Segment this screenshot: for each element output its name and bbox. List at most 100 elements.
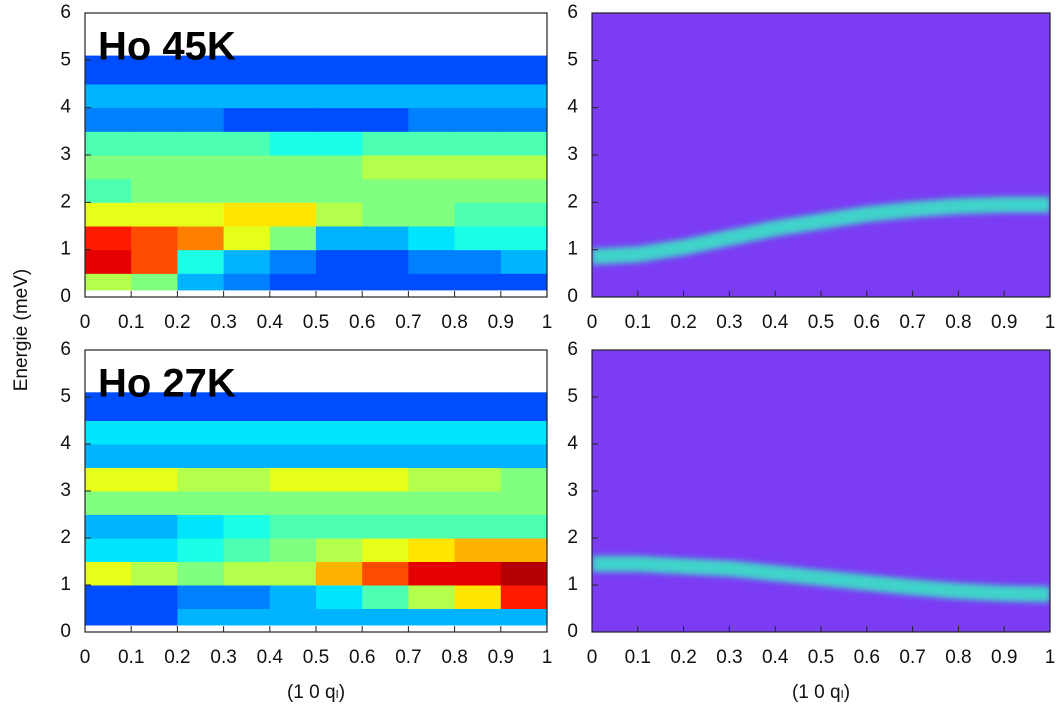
- x-tick-label: 0.4: [762, 647, 789, 668]
- y-tick-label: 1: [567, 239, 578, 260]
- heat-cell: [85, 444, 132, 468]
- heat-cell: [85, 585, 132, 609]
- heat-cell: [177, 585, 225, 609]
- heat-cell: [362, 178, 409, 203]
- heat-cell: [131, 226, 178, 251]
- heat-cell: [500, 444, 547, 468]
- heat-cell: [500, 491, 547, 515]
- heat-cell: [131, 392, 178, 421]
- x-tick-label: 0.5: [303, 312, 329, 333]
- heat-cell: [500, 608, 547, 626]
- x-tick-label: 1: [542, 647, 553, 668]
- heat-cell: [177, 538, 225, 562]
- heat-cell: [269, 392, 317, 421]
- heat-cell: [223, 131, 271, 156]
- x-tick-label: 0.3: [716, 647, 742, 668]
- heat-cell: [408, 585, 456, 609]
- heat-cell: [177, 131, 225, 156]
- x-tick-label: 0: [587, 647, 598, 668]
- heat-cell: [500, 178, 547, 203]
- heat-cell: [408, 420, 456, 445]
- heat-cell: [223, 202, 271, 227]
- x-tick-label: 0.4: [762, 312, 789, 333]
- x-tick-label: 0.1: [625, 312, 651, 333]
- heat-cell: [177, 107, 225, 132]
- heat-cell: [500, 392, 547, 421]
- y-tick-label: 4: [60, 433, 71, 454]
- heat-cell: [500, 131, 547, 156]
- heat-cell: [408, 107, 456, 132]
- heat-cell: [177, 420, 225, 445]
- y-tick-label: 6: [567, 2, 578, 23]
- heat-cell: [177, 561, 225, 586]
- heat-cell: [131, 155, 178, 180]
- heat-cell: [316, 467, 363, 492]
- heat-cell: [177, 226, 225, 251]
- panel: 0 0.1 0.2 0.3 0.4 0.5 0.6 0.7 0.8 0.9 1 0 1 2 3 4 5 6 Ho 2…: [60, 339, 552, 703]
- heat-cell: [454, 202, 502, 227]
- heat-cell: [85, 273, 132, 291]
- y-tick-label: 3: [60, 144, 71, 165]
- x-tick-label: 0.9: [991, 647, 1017, 668]
- heat-cell: [500, 107, 547, 132]
- heat-cell: [223, 107, 271, 132]
- heat-cell: [85, 202, 132, 227]
- heat-cell: [454, 273, 502, 291]
- y-tick-label: 6: [60, 339, 71, 360]
- heat-cell: [500, 84, 547, 109]
- x-tick-label: 1: [542, 312, 553, 333]
- heat-cell: [362, 55, 409, 85]
- heat-cell: [85, 491, 132, 515]
- x-tick-label: 0.9: [488, 647, 514, 668]
- heat-cell: [85, 608, 132, 626]
- heat-cell: [316, 561, 363, 586]
- y-tick-label: 4: [60, 97, 71, 118]
- heat-cell: [454, 538, 502, 562]
- heat-cell: [454, 514, 502, 539]
- heat-cell: [131, 420, 178, 445]
- heat-cell: [362, 392, 409, 421]
- heat-cell: [177, 178, 225, 203]
- heat-cell: [131, 131, 178, 156]
- panel: 0 0.1 0.2 0.3 0.4 0.5 0.6 0.7 0.8 0.9 1 0 1 2 3 4 5 6: [567, 2, 1055, 333]
- heat-cell: [269, 608, 317, 626]
- heat-cell: [269, 155, 317, 180]
- y-tick-label: 0: [567, 286, 578, 307]
- heat-cell: [500, 202, 547, 227]
- x-tick-label: 0.6: [349, 312, 375, 333]
- plot-area: [592, 379, 1050, 603]
- y-tick-label: 0: [60, 621, 71, 642]
- heat-cell: [362, 84, 409, 109]
- heat-cell: [177, 273, 225, 291]
- x-tick-label: 1: [1045, 647, 1056, 668]
- x-tick-label: 0.2: [164, 647, 190, 668]
- heat-cell: [362, 131, 409, 156]
- heat-cell: [454, 561, 502, 586]
- heat-cell: [316, 226, 363, 251]
- x-axis-label: (1 0 qₗ): [792, 682, 850, 703]
- heat-cell: [269, 467, 317, 492]
- heat-cell: [454, 392, 502, 421]
- x-tick-label: 0.9: [991, 312, 1017, 333]
- heat-cell: [269, 107, 317, 132]
- heat-cell: [362, 491, 409, 515]
- x-tick-label: 0.1: [118, 647, 144, 668]
- heat-cell: [408, 608, 456, 626]
- heat-cell: [454, 84, 502, 109]
- heat-cell: [316, 55, 363, 85]
- heat-cell: [454, 585, 502, 609]
- heat-cell: [85, 392, 132, 421]
- heat-cell: [223, 155, 271, 180]
- heat-cell: [131, 202, 178, 227]
- heat-cell: [131, 273, 178, 291]
- heat-cell: [408, 444, 456, 468]
- heat-cell: [85, 178, 132, 203]
- x-tick-label: 0.2: [670, 647, 696, 668]
- heat-cell: [454, 131, 502, 156]
- x-tick-label: 0: [80, 647, 91, 668]
- heat-cell: [316, 84, 363, 109]
- heat-cell: [177, 202, 225, 227]
- heat-cell: [269, 202, 317, 227]
- heat-cell: [223, 226, 271, 251]
- heat-cell: [362, 202, 409, 227]
